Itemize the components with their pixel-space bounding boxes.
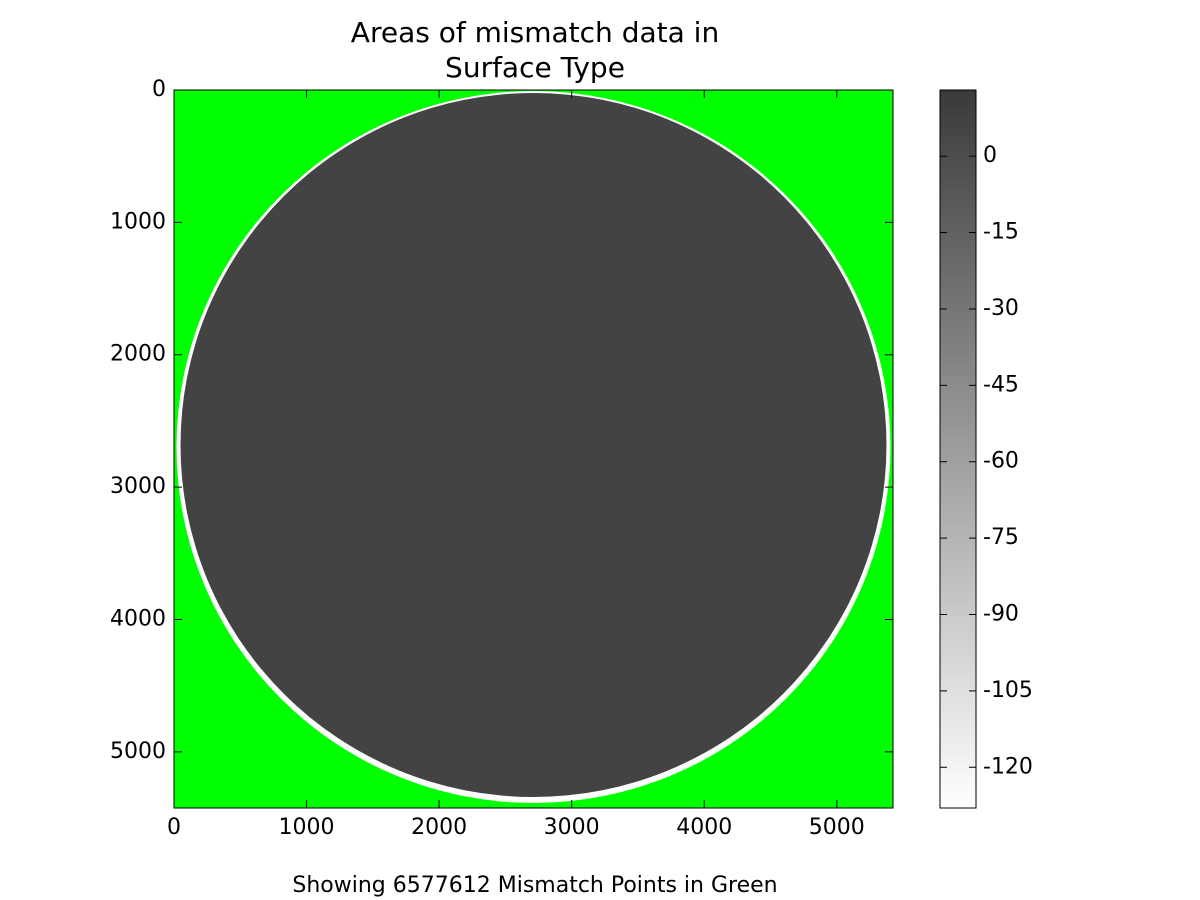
y-tick-label: 4000 (110, 606, 166, 631)
colorbar-tick-label: -90 (983, 601, 1019, 626)
plot-frame (173, 89, 894, 809)
x-tick-label: 3000 (544, 815, 600, 840)
colorbar (939, 89, 977, 809)
colorbar-tick-label: -105 (983, 678, 1033, 703)
chart-title: Areas of mismatch data in (351, 16, 719, 49)
y-tick-label: 0 (152, 77, 166, 102)
y-tick-label: 3000 (110, 474, 166, 499)
x-tick-label: 1000 (279, 815, 335, 840)
y-tick-label: 5000 (110, 739, 166, 764)
colorbar-tick-label: -60 (983, 449, 1019, 474)
colorbar-tick-label: 0 (983, 143, 997, 168)
colorbar-tick-label: -75 (983, 525, 1019, 550)
x-tick-label: 4000 (676, 815, 732, 840)
colorbar-tick-label: -45 (983, 372, 1019, 397)
y-tick-label: 2000 (110, 342, 166, 367)
colorbar-tick-label: -30 (983, 296, 1019, 321)
footer-note: Showing 6577612 Mismatch Points in Green (292, 873, 777, 898)
earth-disk (180, 93, 887, 797)
chart-title: Surface Type (445, 51, 625, 84)
x-tick-label: 2000 (411, 815, 467, 840)
x-tick-label: 5000 (809, 815, 865, 840)
colorbar-tick-label: -15 (983, 220, 1019, 245)
y-tick-label: 1000 (110, 209, 166, 234)
colorbar-tick-label: -120 (983, 754, 1033, 779)
x-tick-label: 0 (167, 815, 181, 840)
